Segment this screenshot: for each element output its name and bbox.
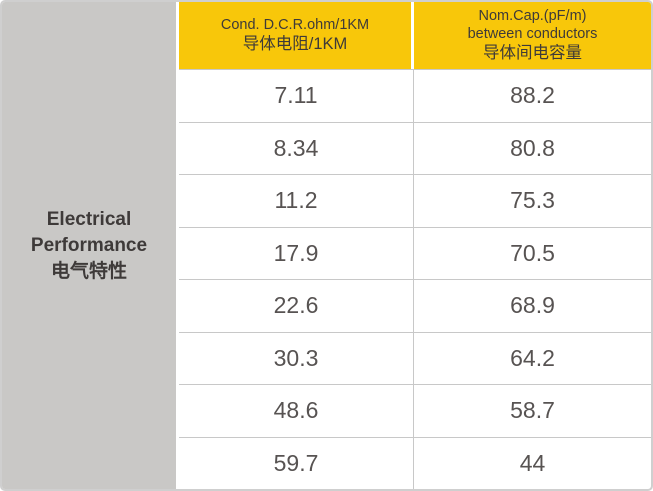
column-header-dcr-cn: 导体电阻/1KM [242, 35, 348, 53]
capacitance-value: 88.2 [413, 70, 651, 122]
row-group-title-line2: Performance [30, 234, 148, 256]
dcr-value: 22.6 [273, 292, 319, 319]
data-columns: Cond. D.C.R.ohm/1KM 导体电阻/1KM Nom.Cap.(pF… [179, 2, 651, 489]
capacitance-value: 58.7 [413, 385, 651, 437]
table-row: 30.3 64.2 [179, 331, 651, 384]
row-group-title-cn: 电气特性 [50, 260, 127, 282]
table-row: 11.2 75.3 [179, 174, 651, 227]
header-gutter [411, 2, 414, 69]
capacitance-value: 70.5 [413, 227, 651, 279]
row-group-title-line1: Electrical [46, 208, 132, 230]
dcr-value: 59.7 [273, 449, 319, 476]
capacitance-value: 64.2 [413, 332, 651, 384]
dcr-value: 48.6 [273, 397, 319, 424]
table-row: 22.6 68.9 [179, 279, 651, 332]
dcr-value: 11.2 [274, 187, 318, 214]
row-group-header: Electrical Performance 电气特性 [2, 2, 176, 489]
capacitance-value: 68.9 [413, 280, 651, 332]
capacitance-value: 44 [413, 437, 651, 489]
table-row: 7.11 88.2 [179, 70, 651, 122]
table-row: 8.34 80.8 [179, 121, 651, 174]
dcr-value: 8.34 [273, 134, 319, 161]
table-row: 59.7 44 [179, 436, 651, 489]
table-row: 48.6 58.7 [179, 384, 651, 437]
column-header-capacitance: Nom.Cap.(pF/m) between conductors 导体间电容量 [414, 2, 651, 69]
table-header-row: Cond. D.C.R.ohm/1KM 导体电阻/1KM Nom.Cap.(pF… [179, 2, 651, 70]
capacitance-value: 80.8 [413, 122, 651, 174]
column-header-cap-en-line2: between conductors [467, 26, 598, 42]
capacitance-value: 75.3 [413, 175, 651, 227]
dcr-value: 7.11 [274, 82, 318, 109]
dcr-value: 17.9 [273, 239, 319, 266]
column-header-dcr-en: Cond. D.C.R.ohm/1KM [220, 17, 370, 33]
table-row: 17.9 70.5 [179, 226, 651, 279]
dcr-value: 30.3 [273, 344, 319, 371]
column-header-cap-en-line1: Nom.Cap.(pF/m) [478, 8, 587, 24]
column-header-cap-cn: 导体间电容量 [483, 44, 582, 62]
table-body: 7.11 88.2 8.34 80.8 11.2 75.3 17.9 70.5 … [179, 70, 651, 489]
column-header-dcr: Cond. D.C.R.ohm/1KM 导体电阻/1KM [179, 2, 411, 69]
column-gutter [176, 2, 179, 489]
